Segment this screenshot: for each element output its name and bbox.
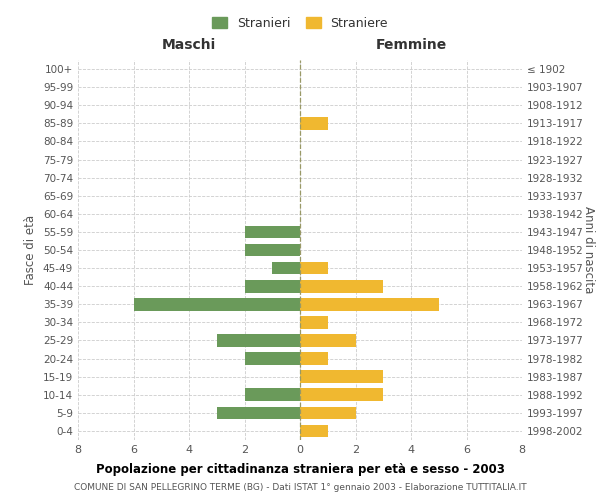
Bar [245, 226, 300, 238]
Bar [300, 280, 383, 292]
Legend: Stranieri, Straniere: Stranieri, Straniere [208, 13, 392, 34]
Text: COMUNE DI SAN PELLEGRINO TERME (BG) - Dati ISTAT 1° gennaio 2003 - Elaborazione : COMUNE DI SAN PELLEGRINO TERME (BG) - Da… [74, 483, 526, 492]
Bar [300, 424, 328, 438]
Bar [245, 388, 300, 401]
Bar [217, 406, 300, 419]
Bar [133, 298, 300, 310]
Bar [300, 298, 439, 310]
Bar [300, 262, 328, 274]
Text: Maschi: Maschi [162, 38, 216, 52]
Text: Popolazione per cittadinanza straniera per età e sesso - 2003: Popolazione per cittadinanza straniera p… [95, 462, 505, 475]
Bar [300, 388, 383, 401]
Bar [245, 352, 300, 365]
Y-axis label: Anni di nascita: Anni di nascita [582, 206, 595, 294]
Bar [300, 316, 328, 328]
Bar [300, 117, 328, 130]
Bar [272, 262, 300, 274]
Bar [300, 334, 355, 347]
Bar [300, 406, 355, 419]
Bar [245, 280, 300, 292]
Text: Femmine: Femmine [376, 38, 446, 52]
Bar [300, 352, 328, 365]
Y-axis label: Fasce di età: Fasce di età [25, 215, 37, 285]
Bar [245, 244, 300, 256]
Bar [300, 370, 383, 383]
Bar [217, 334, 300, 347]
